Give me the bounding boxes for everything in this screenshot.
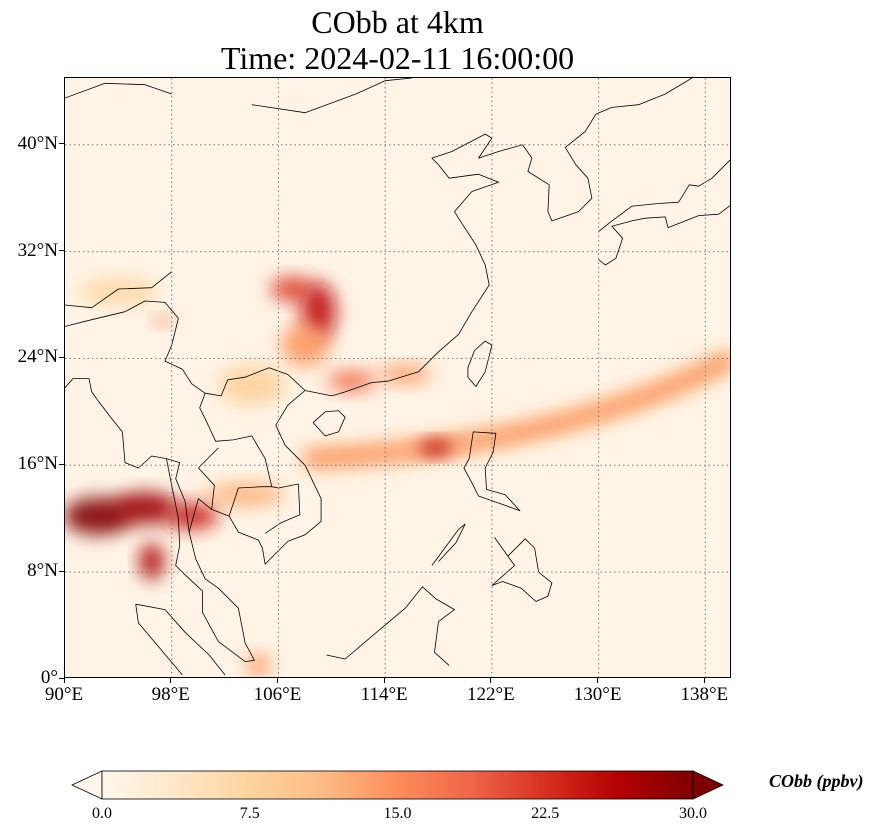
lat-tick-mark	[59, 250, 64, 252]
lon-tick-mark	[63, 678, 65, 683]
coastline	[305, 133, 523, 397]
plume-blob	[270, 276, 314, 302]
lat-tick-mark	[59, 356, 64, 358]
lon-tick-mark	[597, 678, 599, 683]
colorbar-graphic	[71, 770, 724, 800]
coastline	[312, 410, 346, 437]
plume-blob	[139, 542, 164, 581]
lon-tick-mark	[383, 678, 385, 683]
coastline	[598, 159, 730, 232]
plume-blob	[281, 323, 330, 367]
colorbar-tick-label: 15.0	[383, 805, 412, 822]
colorbar-tick-label: 22.5	[531, 805, 560, 822]
plume-blob	[113, 492, 178, 525]
lat-tick-label: 24°N	[17, 346, 58, 368]
lat-tick-label: 8°N	[27, 560, 58, 582]
plume-blob	[205, 482, 286, 507]
plume-blob	[218, 365, 286, 406]
coastline	[135, 603, 226, 676]
colorbar-label: CObb (ppbv)	[769, 771, 864, 791]
coastline	[491, 537, 553, 602]
coastline	[228, 486, 272, 517]
lon-tick-label: 114°E	[360, 684, 408, 705]
coastline	[326, 586, 455, 666]
lon-tick-label: 106°E	[253, 684, 302, 705]
lon-tick-mark	[703, 678, 705, 683]
lat-tick-mark	[59, 677, 64, 679]
coastline	[166, 458, 190, 533]
lat-tick-mark	[59, 463, 64, 465]
colorbar-tick-label: 7.5	[239, 805, 260, 822]
coastline	[65, 271, 172, 309]
concentration-field-layer	[65, 276, 730, 677]
lat-tick-label: 40°N	[17, 132, 58, 154]
map-subtitle-time: Time: 2024-02-11 16:00:00	[220, 40, 575, 76]
plume-blob	[378, 365, 432, 384]
lon-tick-label: 90°E	[44, 684, 84, 705]
colorbar-max-extend	[692, 770, 724, 800]
lon-tick-mark	[170, 678, 172, 683]
lat-tick-mark	[59, 143, 64, 145]
coastline	[65, 300, 306, 397]
plume-blob	[327, 370, 376, 392]
map-canvas	[65, 78, 730, 677]
coastline	[598, 205, 730, 266]
plume-blob	[78, 278, 159, 306]
lat-tick-label: 0°	[40, 667, 58, 688]
colorbar-tick-label: 30.0	[679, 805, 707, 822]
coastline	[522, 78, 693, 222]
lat-tick-label: 32°N	[17, 239, 58, 261]
coastline	[197, 447, 219, 510]
lat-tick-mark	[59, 570, 64, 572]
plume-blob	[154, 315, 171, 327]
colorbar-min-extend	[71, 770, 103, 800]
plume-band-core	[304, 354, 730, 463]
gridlines-layer	[65, 78, 730, 677]
lon-tick-mark	[490, 678, 492, 683]
lon-tick-label: 122°E	[467, 684, 515, 705]
map-title: CObb at 4km	[311, 4, 484, 40]
plume-blob	[419, 439, 452, 456]
plume-blob	[246, 653, 271, 677]
coastline	[431, 523, 466, 566]
coastlines-layer	[65, 78, 730, 676]
plume-blob	[165, 502, 219, 530]
lon-tick-mark	[276, 678, 278, 683]
lon-tick-label: 130°E	[573, 684, 622, 705]
colorbar-tick-label: 0.0	[92, 805, 112, 822]
map-plot-area[interactable]	[64, 77, 731, 678]
lon-tick-label: 98°E	[151, 684, 190, 705]
colorbar	[70, 770, 725, 800]
coastline	[65, 82, 172, 99]
coastline	[199, 393, 301, 534]
coastline	[467, 340, 493, 387]
coastline	[463, 431, 521, 512]
lat-tick-label: 16°N	[17, 453, 58, 475]
coastline	[135, 604, 183, 676]
coastline	[65, 378, 322, 662]
lon-tick-label: 138°E	[680, 684, 729, 705]
coastline	[251, 78, 412, 114]
colorbar-gradient	[101, 770, 694, 800]
